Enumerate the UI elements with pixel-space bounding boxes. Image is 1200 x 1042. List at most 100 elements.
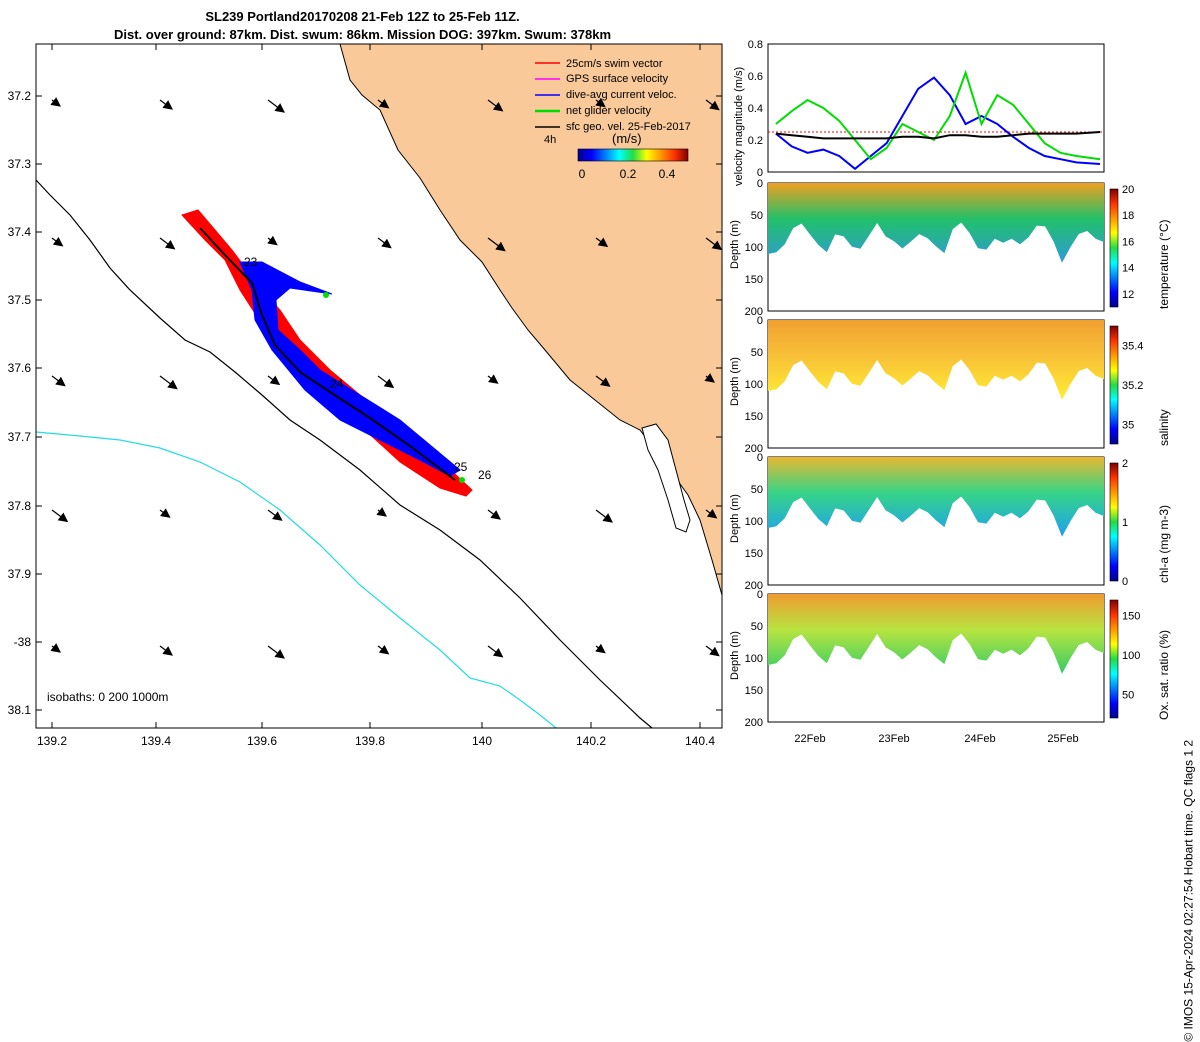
section-colorbar [1109, 188, 1119, 308]
colorbar-tick-label: 100 [1122, 650, 1140, 662]
geo-velocity-arrow [159, 237, 176, 250]
map-ticks [36, 44, 722, 728]
vel-y-tick: 0.6 [748, 71, 763, 83]
depth-ylabel: Depth (m) [729, 494, 741, 543]
depth-tick-label: 0 [757, 589, 763, 601]
geo-velocity-arrow [487, 645, 504, 658]
legend-gps-label: GPS surface velocity [566, 73, 669, 85]
colorbar-tick-label: 16 [1122, 236, 1134, 248]
date-tick-labels: 22Feb 23Feb 24Feb 25Feb [794, 733, 1078, 745]
geo-velocity-arrow [377, 98, 390, 109]
geo-velocity-arrow [267, 375, 281, 386]
geo-velocity-arrow [705, 508, 718, 519]
geo-velocity-arrow [159, 645, 173, 656]
depth-tick-label: 0 [757, 452, 763, 464]
colorbar-left-label: 4h [544, 134, 556, 146]
geo-velocity-arrow [595, 375, 611, 387]
depth-tick-label: 50 [751, 484, 763, 496]
y-tick-label: 37.5 [8, 293, 32, 307]
section-data-area [768, 594, 1104, 674]
map-x-tick-labels: 139.2 139.4 139.6 139.8 140 140.2 140.4 [37, 734, 715, 748]
colorbar-tick: 0 [579, 167, 586, 181]
colorbar-tick-label: 50 [1122, 689, 1134, 701]
geo-velocity-arrow [51, 236, 64, 247]
depth-tick-label: 150 [745, 685, 763, 697]
colorbar-tick-label: 12 [1122, 289, 1134, 301]
vel-y-tick: 0.2 [748, 135, 763, 147]
colorbar-tick: 0.2 [620, 167, 637, 181]
colorbar-tick-label: 35.2 [1122, 380, 1143, 392]
chart-title: SL239 Portland20170208 21-Feb 12Z to 25-… [205, 9, 520, 24]
depth-ylabel: Depth (m) [729, 357, 741, 406]
geo-velocity-arrow [267, 235, 278, 246]
geo-velocity-arrow [159, 508, 171, 518]
colorbar-tick-label: 18 [1122, 210, 1134, 222]
y-tick-label: 38.1 [8, 703, 32, 717]
geo-velocity-arrow [267, 509, 283, 521]
section-data-area [768, 457, 1104, 537]
net-velocity-marker [323, 292, 329, 298]
geo-velocity-arrow [50, 643, 61, 653]
geo-velocity-arrow [595, 237, 609, 248]
chart-subtitle: Dist. over ground: 87km. Dist. swum: 86k… [113, 27, 612, 42]
colorbar-tick-label: 14 [1122, 263, 1134, 275]
depth-tick-label: 150 [745, 411, 763, 423]
geo-velocity-arrow [376, 507, 387, 517]
depth-tick-label: 0 [757, 178, 763, 190]
day-label: 23 [244, 255, 258, 269]
colorbar-tick-label: 35.4 [1122, 341, 1143, 353]
geo-velocity-arrow [595, 509, 613, 523]
date-tick-label: 22Feb [794, 733, 825, 745]
y-tick-label: 37.3 [8, 157, 32, 171]
x-tick-label: 140 [472, 734, 492, 748]
depth-tick-label: 50 [751, 210, 763, 222]
map-legend: 25cm/s swim vector GPS surface velocity … [535, 58, 691, 181]
colorbar-tick-label: 0 [1122, 576, 1128, 588]
colorbar-tick: 0.4 [659, 167, 676, 181]
geo-velocity-arrow [51, 375, 66, 387]
dive-avg-current-band [239, 261, 461, 477]
vel-y-tick: 0.4 [748, 103, 763, 115]
geo-velocity-arrow [595, 97, 606, 108]
depth-tick-label: 200 [745, 443, 763, 455]
geo-velocity-arrow [267, 645, 285, 659]
geostrophic-arrow-grid [50, 97, 723, 659]
velocity-series-line [775, 131, 1101, 140]
geo-velocity-arrow [487, 374, 499, 384]
colorbar-tick-label: 1 [1122, 517, 1128, 529]
section-colorbar [1109, 462, 1119, 582]
depth-tick-label: 150 [745, 548, 763, 560]
colorbar-label: temperature (°C) [1157, 220, 1171, 310]
geo-velocity-arrow [487, 237, 506, 252]
colorbar-label: Ox. sat. ratio (%) [1157, 630, 1171, 720]
geo-velocity-arrow [487, 99, 504, 112]
isobath-200m [35, 179, 653, 729]
legend-net-label: net glider velocity [566, 105, 651, 117]
depth-tick-label: 100 [745, 516, 763, 528]
colorbar-tick-label: 2 [1122, 458, 1128, 470]
isobath-1000m [35, 431, 557, 729]
map-axes-frame [35, 43, 723, 729]
velocity-series [768, 69, 1104, 171]
date-tick-label: 24Feb [964, 733, 995, 745]
colorbar-label: salinity [1157, 409, 1171, 446]
geo-velocity-arrow [705, 645, 720, 657]
date-tick-label: 25Feb [1047, 733, 1078, 745]
velocity-ylabel: velocity magnitude (m/s) [733, 67, 745, 186]
legend-geo-label: sfc geo. vel. 25-Feb-2017 [566, 121, 691, 133]
geo-velocity-arrow [159, 99, 173, 110]
colorbar-label: chl-a (mg m-3) [1157, 505, 1171, 583]
day-label: 26 [478, 468, 492, 482]
x-tick-label: 139.2 [37, 734, 67, 748]
velocity-series-line [775, 76, 1101, 171]
section-panel: 0 50 100 150 200 Depth (m) 50 100 150 Ox. sat. ra… [729, 589, 1171, 729]
depth-ylabel: Depth (m) [729, 631, 741, 680]
map-panel: 23 24 25 26 139.2 139.4 139.6 139.8 140 … [8, 43, 723, 748]
colorbar-tick-label: 150 [1122, 611, 1140, 623]
y-tick-label: 37.8 [8, 499, 32, 513]
x-tick-label: 139.8 [355, 734, 385, 748]
colorbar-tick-label: 35 [1122, 419, 1134, 431]
land-polygon [339, 43, 723, 596]
isobath-note: isobaths: 0 200 1000m [47, 690, 168, 704]
